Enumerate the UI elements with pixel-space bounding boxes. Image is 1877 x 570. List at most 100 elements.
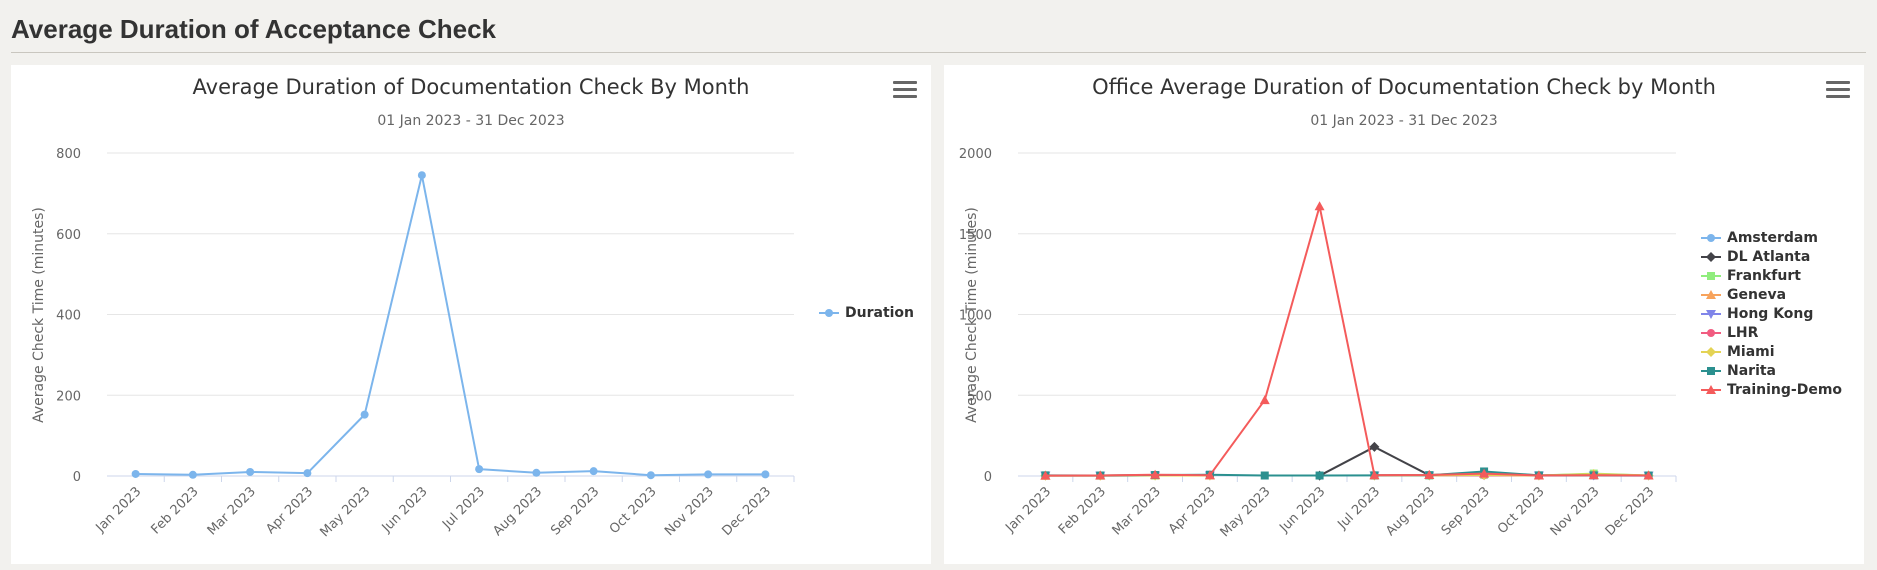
- data-point[interactable]: [360, 410, 369, 419]
- legend-item[interactable]: LHR: [1701, 323, 1842, 342]
- legend-symbol-icon: [1701, 384, 1721, 394]
- legend-label: Miami: [1727, 343, 1775, 360]
- data-point[interactable]: [303, 469, 312, 478]
- data-point[interactable]: [1588, 470, 1599, 480]
- chart-menu-button[interactable]: [1826, 81, 1850, 101]
- legend-label: Narita: [1727, 362, 1777, 379]
- series-duration: [131, 171, 770, 480]
- page-title: Average Duration of Acceptance Check: [11, 14, 496, 44]
- data-point[interactable]: [1314, 201, 1325, 211]
- x-tick-label: Dec 2023: [719, 484, 774, 539]
- data-point[interactable]: [1259, 395, 1270, 405]
- office-duration-by-month-chart: Office Average Duration of Documentation…: [959, 75, 1716, 540]
- legend-marker-icon: [1706, 346, 1716, 357]
- legend-symbol-icon: [1701, 328, 1721, 337]
- legend-item[interactable]: Amsterdam: [1701, 228, 1842, 247]
- legend-item[interactable]: Duration: [819, 303, 914, 322]
- chart-menu-button[interactable]: [893, 81, 917, 101]
- legend-symbol-icon: [1701, 251, 1721, 262]
- data-point[interactable]: [1150, 469, 1161, 479]
- data-point[interactable]: [1369, 470, 1380, 480]
- data-point[interactable]: [1533, 470, 1544, 480]
- legend-marker-icon: [1706, 251, 1716, 262]
- chart-subtitle: 01 Jan 2023 - 31 Dec 2023: [377, 113, 564, 129]
- data-point[interactable]: [704, 470, 713, 479]
- data-point[interactable]: [246, 467, 255, 476]
- legend-symbol-icon: [1701, 289, 1721, 299]
- x-tick-label: Oct 2023: [1495, 484, 1548, 537]
- x-tick-label: May 2023: [318, 484, 374, 540]
- data-point[interactable]: [131, 469, 140, 478]
- legend-item[interactable]: Hong Kong: [1701, 304, 1842, 323]
- legend-symbol-icon: [1701, 233, 1721, 242]
- data-point[interactable]: [646, 471, 655, 480]
- series-training-demo: [1040, 201, 1654, 480]
- data-point[interactable]: [475, 465, 484, 474]
- legend-symbol-icon: [1701, 309, 1721, 319]
- series-line[interactable]: [1044, 205, 1650, 477]
- legend-item[interactable]: Miami: [1701, 342, 1842, 361]
- data-point[interactable]: [761, 470, 770, 479]
- data-point[interactable]: [1095, 470, 1106, 480]
- y-axis-label: Average Check Time (minutes): [31, 207, 47, 423]
- data-point[interactable]: [1479, 468, 1490, 478]
- data-point[interactable]: [1424, 470, 1435, 480]
- legend-label: Training-Demo: [1727, 381, 1843, 398]
- x-tick-label: Apr 2023: [1166, 484, 1219, 537]
- data-point[interactable]: [188, 470, 197, 479]
- x-tick-label: Jun 2023: [1276, 484, 1328, 536]
- legend-marker-icon: [1707, 233, 1715, 242]
- x-tick-label: Feb 2023: [1056, 484, 1109, 537]
- data-point[interactable]: [1260, 471, 1269, 480]
- legend-marker-icon: [825, 308, 833, 317]
- menu-bar-icon: [893, 88, 917, 91]
- legend-marker-icon: [1707, 328, 1715, 337]
- y-axis-label: Average Check Time (minutes): [964, 207, 980, 423]
- x-tick-label: Sep 2023: [548, 484, 602, 538]
- y-tick-label: 2000: [959, 147, 992, 162]
- y-tick-label: 0: [73, 470, 81, 485]
- chart-panel-duration-by-month: Average Duration of Documentation Check …: [11, 65, 931, 564]
- legend-label: Frankfurt: [1727, 267, 1801, 284]
- chart-panel-office-duration-by-month: Office Average Duration of Documentation…: [944, 65, 1864, 564]
- page-header: Average Duration of Acceptance Check: [11, 0, 1866, 53]
- legend-marker-icon: [1706, 384, 1716, 394]
- legend-item[interactable]: Training-Demo: [1701, 380, 1842, 399]
- y-tick-label: 500: [967, 389, 992, 404]
- x-tick-label: Aug 2023: [1383, 484, 1438, 539]
- legend-symbol-icon: [1701, 366, 1721, 375]
- y-tick-label: 800: [56, 147, 81, 162]
- data-point[interactable]: [589, 467, 598, 476]
- x-tick-label: Mar 2023: [1110, 484, 1164, 538]
- menu-bar-icon: [1826, 88, 1850, 91]
- legend-item[interactable]: Narita: [1701, 361, 1842, 380]
- y-tick-label: 400: [56, 309, 81, 324]
- legend-item[interactable]: Geneva: [1701, 285, 1842, 304]
- data-point[interactable]: [1643, 470, 1654, 480]
- data-point[interactable]: [532, 468, 541, 477]
- legend-item[interactable]: Frankfurt: [1701, 266, 1842, 285]
- x-tick-label: Jul 2023: [1335, 484, 1384, 533]
- legend-symbol-icon: [819, 308, 839, 317]
- chart-legend: Duration: [819, 303, 914, 322]
- data-point[interactable]: [1369, 441, 1380, 452]
- x-tick-label: Jun 2023: [379, 484, 431, 536]
- x-tick-label: Jan 2023: [93, 484, 145, 536]
- chart-subtitle: 01 Jan 2023 - 31 Dec 2023: [1310, 113, 1497, 129]
- x-tick-label: Mar 2023: [205, 484, 259, 538]
- data-point[interactable]: [1040, 470, 1051, 480]
- legend-symbol-icon: [1701, 346, 1721, 357]
- x-tick-label: Dec 2023: [1603, 484, 1658, 539]
- legend-item[interactable]: DL Atlanta: [1701, 247, 1842, 266]
- series-line[interactable]: [134, 174, 767, 477]
- x-tick-label: Apr 2023: [263, 484, 316, 537]
- data-point[interactable]: [417, 171, 426, 180]
- x-tick-label: Sep 2023: [1439, 484, 1493, 538]
- x-tick-label: Nov 2023: [662, 484, 717, 539]
- legend-label: Duration: [845, 304, 915, 321]
- data-point[interactable]: [1315, 471, 1324, 480]
- data-point[interactable]: [1204, 470, 1215, 480]
- chart-legend: Amsterdam DL Atlanta Frankfurt Geneva Hong K…: [1701, 228, 1842, 399]
- y-tick-label: 0: [984, 470, 992, 485]
- legend-marker-icon: [1706, 289, 1716, 299]
